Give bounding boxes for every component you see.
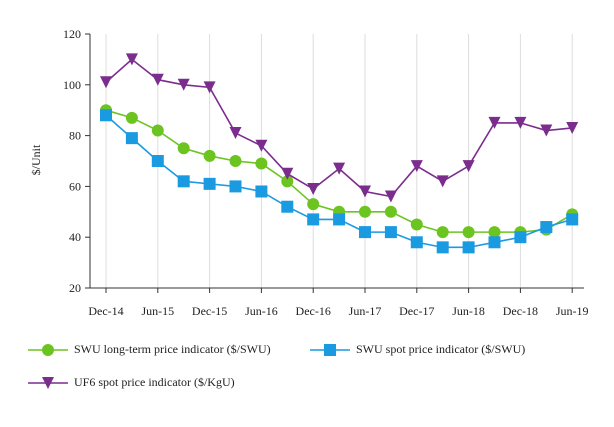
data-point-square xyxy=(229,180,242,193)
data-point-circle xyxy=(488,226,501,239)
data-point-circle xyxy=(177,142,190,155)
series-1 xyxy=(100,109,579,254)
series-lines xyxy=(100,53,579,254)
data-point-triangle xyxy=(359,185,371,198)
x-tick-label: Dec-14 xyxy=(88,304,123,318)
grid-lines xyxy=(105,34,573,288)
data-point-square xyxy=(255,185,268,198)
data-point-square xyxy=(203,177,216,190)
data-point-square xyxy=(359,226,371,239)
axes xyxy=(85,33,584,293)
y-tick-label: 80 xyxy=(69,129,81,143)
data-point-circle xyxy=(384,205,397,218)
data-point-triangle xyxy=(488,116,501,129)
legend-swatch-triangle xyxy=(28,376,68,389)
legend-label-swu-spot: SWU spot price indicator ($/SWU) xyxy=(356,342,526,356)
data-point-triangle xyxy=(307,182,320,195)
series-2 xyxy=(100,53,579,203)
x-tick-label: Jun-17 xyxy=(349,304,382,318)
y-tick-label: 120 xyxy=(63,27,81,41)
data-point-circle xyxy=(229,155,242,167)
data-point-triangle xyxy=(255,139,268,152)
data-point-square xyxy=(281,200,294,213)
x-tick-label: Dec-18 xyxy=(503,304,538,318)
data-point-circle xyxy=(410,218,423,231)
data-point-square xyxy=(462,241,475,254)
data-point-triangle xyxy=(177,78,190,91)
y-tick-label: 20 xyxy=(69,281,81,295)
data-point-circle xyxy=(281,175,294,188)
data-point-square xyxy=(436,241,449,254)
data-point-circle xyxy=(436,226,449,239)
data-point-triangle xyxy=(384,190,397,203)
data-point-circle xyxy=(462,226,475,239)
data-point-circle xyxy=(125,111,138,124)
legend-item-swu-spot: SWU spot price indicator ($/SWU) xyxy=(310,342,525,357)
data-point-square xyxy=(488,236,501,249)
data-point-circle xyxy=(203,149,216,162)
x-tick-label: Dec-17 xyxy=(399,304,434,318)
x-tick-label: Jun-18 xyxy=(452,304,485,318)
data-point-circle xyxy=(255,157,268,170)
data-point-triangle xyxy=(436,175,449,188)
data-point-circle xyxy=(359,205,371,218)
data-point-triangle xyxy=(125,53,138,66)
x-tick-label: Jun-15 xyxy=(141,304,174,318)
data-point-triangle xyxy=(229,127,242,140)
tick-labels: 20 40 60 80 100 120 Dec-14 Jun-15 Dec-15 Jun-16 De… xyxy=(63,27,589,318)
y-tick-label: 100 xyxy=(63,78,81,92)
data-point-triangle xyxy=(281,167,294,180)
data-point-triangle xyxy=(566,121,579,134)
y-tick-label: 40 xyxy=(69,230,81,244)
y-tick-label: 60 xyxy=(69,179,81,193)
legend-label-swu-long-term: SWU long-term price indicator ($/SWU) xyxy=(74,342,271,356)
series-line xyxy=(105,114,573,249)
data-point-triangle xyxy=(410,160,423,173)
data-point-triangle xyxy=(514,116,527,129)
legend-item-swu-long-term: SWU long-term price indicator ($/SWU) xyxy=(28,342,271,357)
data-point-triangle xyxy=(333,162,346,175)
x-tick-label: Jun-19 xyxy=(556,304,589,318)
x-tick-label: Jun-16 xyxy=(245,304,278,318)
data-point-triangle xyxy=(203,81,216,94)
data-point-triangle xyxy=(462,160,475,173)
legend-label-uf6-spot: UF6 spot price indicator ($/KgU) xyxy=(74,375,235,389)
data-point-triangle xyxy=(540,124,553,137)
data-point-square xyxy=(307,213,320,226)
data-point-triangle xyxy=(151,73,164,86)
y-axis-label: $/Unit xyxy=(29,144,43,175)
data-point-square xyxy=(540,221,553,234)
data-point-triangle xyxy=(100,76,112,89)
legend-item-uf6-spot: UF6 spot price indicator ($/KgU) xyxy=(28,375,235,390)
data-point-circle xyxy=(151,124,164,137)
data-point-square xyxy=(566,213,579,226)
data-point-circle xyxy=(307,198,320,211)
x-tick-label: Dec-15 xyxy=(192,304,227,318)
data-point-square xyxy=(514,231,527,244)
data-point-square xyxy=(384,226,397,239)
legend-swatch-circle xyxy=(28,343,68,356)
x-tick-label: Dec-16 xyxy=(296,304,331,318)
data-point-square xyxy=(410,236,423,249)
legend-swatch-square xyxy=(310,343,350,356)
data-point-square xyxy=(125,132,138,145)
data-point-square xyxy=(151,155,164,167)
data-point-square xyxy=(100,109,112,122)
data-point-square xyxy=(177,175,190,188)
data-point-square xyxy=(333,213,346,226)
